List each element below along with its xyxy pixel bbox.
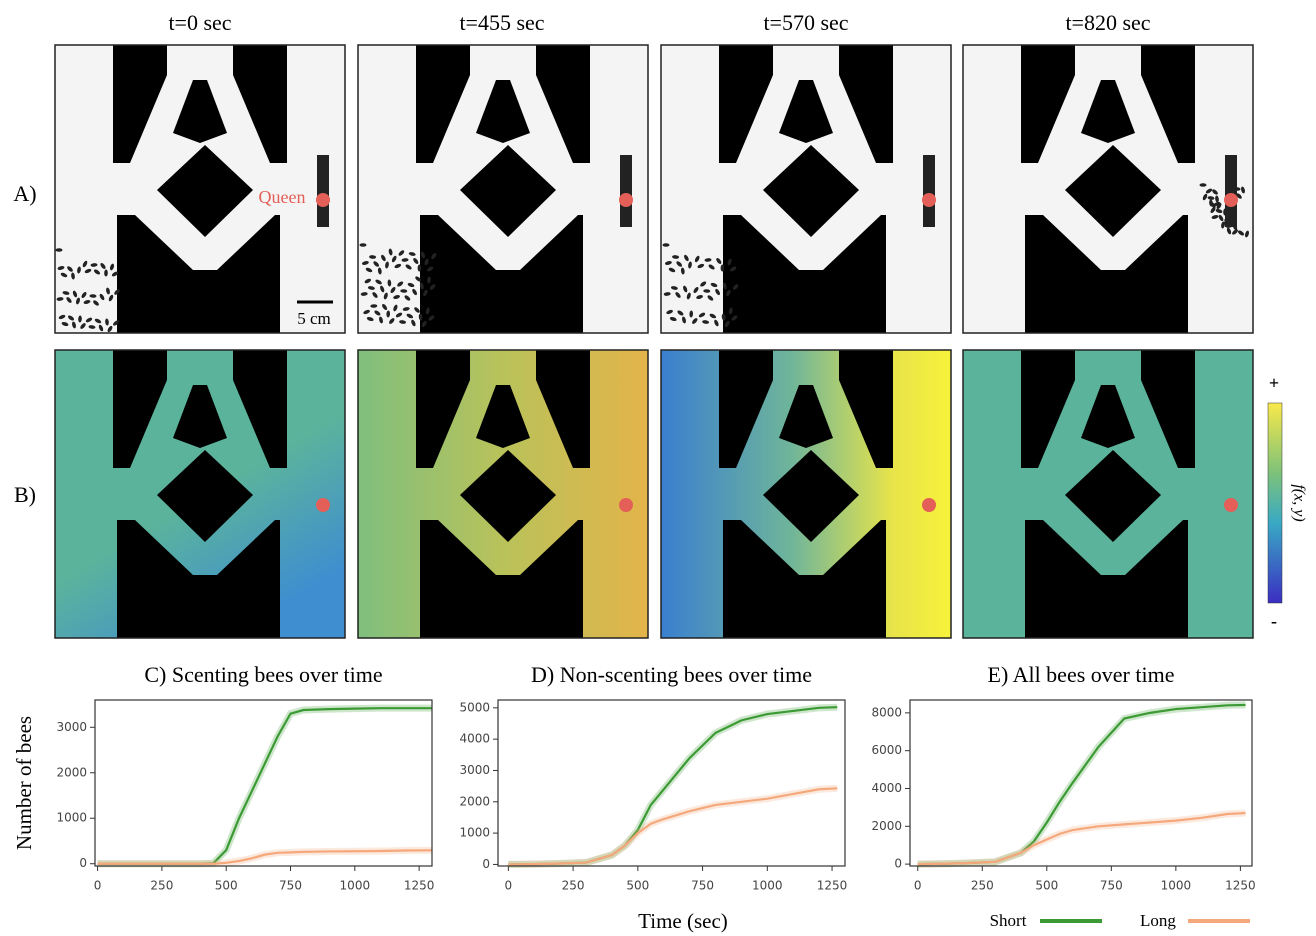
queen-dot — [619, 498, 633, 512]
y-tick-label: 1000 — [459, 826, 490, 840]
x-tick-label: 500 — [1035, 879, 1058, 893]
y-tick-label: 2000 — [871, 819, 902, 833]
queen-dot — [316, 193, 330, 207]
queen-dot — [922, 193, 936, 207]
bee — [663, 243, 670, 247]
y-tick-label: 4000 — [871, 781, 902, 795]
x-tick-label: 750 — [279, 879, 302, 893]
series-line — [918, 705, 1246, 864]
band — [508, 707, 837, 864]
x-tick-label: 500 — [626, 879, 649, 893]
colorbar-label: f(x, y) — [1290, 484, 1307, 521]
y-tick-label: 5000 — [459, 700, 490, 714]
y-tick-label: 3000 — [459, 763, 490, 777]
x-tick-label: 1250 — [817, 879, 848, 893]
y-tick-label: 2000 — [459, 794, 490, 808]
x-axis-label: Time (sec) — [638, 909, 728, 933]
x-tick-label: 750 — [691, 879, 714, 893]
line-chart: E) All bees over time 0 250 500 750 1000 1250 0… — [871, 662, 1255, 892]
y-tick-label: 0 — [894, 857, 902, 871]
queen-label: Queen — [259, 187, 306, 207]
arena-panel — [963, 45, 1253, 333]
y-tick-label: 0 — [79, 856, 87, 870]
legend-label: Long — [1140, 911, 1176, 930]
queen-dot — [922, 498, 936, 512]
bee — [1200, 183, 1207, 187]
queen-cage — [1225, 155, 1237, 227]
plot-frame — [95, 700, 432, 866]
time-label: t=570 sec — [763, 10, 848, 35]
band — [98, 708, 432, 864]
row-label: A) — [13, 181, 36, 206]
colorbar-max: + — [1269, 373, 1279, 393]
x-tick-label: 500 — [215, 879, 238, 893]
time-label: t=0 sec — [168, 10, 231, 35]
bee — [56, 248, 63, 252]
bee — [360, 243, 367, 247]
chart-title: C) Scenting bees over time — [144, 662, 382, 687]
arena-panel — [358, 45, 648, 333]
x-tick-label: 250 — [150, 879, 173, 893]
arena-panel — [963, 350, 1253, 638]
panels: t=0 sec t=455 sec t=570 sec t=820 sec A) B) Qu… — [13, 10, 1253, 638]
x-tick-label: 1250 — [1225, 879, 1256, 893]
band — [918, 705, 1246, 864]
queen-dot — [1224, 193, 1238, 207]
series-line — [98, 708, 432, 864]
scale-bar-label: 5 cm — [297, 309, 331, 328]
queen-cage — [620, 155, 632, 227]
chart-title: D) Non-scenting bees over time — [531, 662, 812, 687]
time-label: t=820 sec — [1065, 10, 1150, 35]
line-chart: C) Scenting bees over time 0 250 500 750 1000… — [56, 662, 434, 892]
x-tick-label: 250 — [562, 879, 585, 893]
x-tick-label: 0 — [505, 879, 513, 893]
x-tick-label: 0 — [914, 879, 922, 893]
series-line — [508, 707, 837, 864]
y-tick-label: 8000 — [871, 705, 902, 719]
queen-dot — [316, 498, 330, 512]
y-tick-label: 4000 — [459, 732, 490, 746]
line-chart: D) Non-scenting bees over time 0 250 500 750… — [459, 662, 847, 892]
figure: t=0 sec t=455 sec t=570 sec t=820 sec A) B) Qu… — [0, 0, 1316, 936]
queen-dot — [619, 193, 633, 207]
band — [918, 813, 1246, 864]
x-tick-label: 250 — [971, 879, 994, 893]
band — [508, 788, 837, 864]
charts: C) Scenting bees over time 0 250 500 750 1000… — [56, 662, 1255, 930]
x-tick-label: 0 — [94, 879, 102, 893]
series-line — [508, 788, 837, 864]
x-tick-label: 750 — [1100, 879, 1123, 893]
x-tick-label: 1000 — [1161, 879, 1192, 893]
y-axis-label: Number of bees — [12, 716, 36, 850]
x-tick-label: 1000 — [752, 879, 783, 893]
arena-panel — [358, 350, 648, 638]
queen-cage — [923, 155, 935, 227]
chart-title: E) All bees over time — [988, 662, 1175, 687]
time-label: t=455 sec — [459, 10, 544, 35]
queen-dot — [1224, 498, 1238, 512]
band — [98, 850, 432, 863]
legend-label: Short — [990, 911, 1027, 930]
colorbar-min: - — [1271, 611, 1277, 631]
y-tick-label: 0 — [482, 857, 490, 871]
y-tick-label: 2000 — [56, 765, 87, 779]
arena-panel — [55, 350, 345, 638]
arena-panel — [661, 45, 951, 333]
x-tick-label: 1000 — [340, 879, 371, 893]
plot-frame — [910, 700, 1252, 866]
y-tick-label: 3000 — [56, 720, 87, 734]
y-tick-label: 6000 — [871, 743, 902, 757]
y-tick-label: 1000 — [56, 811, 87, 825]
x-tick-label: 1250 — [404, 879, 435, 893]
queen-cage — [317, 155, 329, 227]
arena-panel — [661, 350, 951, 638]
colorbar — [1268, 403, 1282, 603]
row-label: B) — [14, 482, 36, 507]
